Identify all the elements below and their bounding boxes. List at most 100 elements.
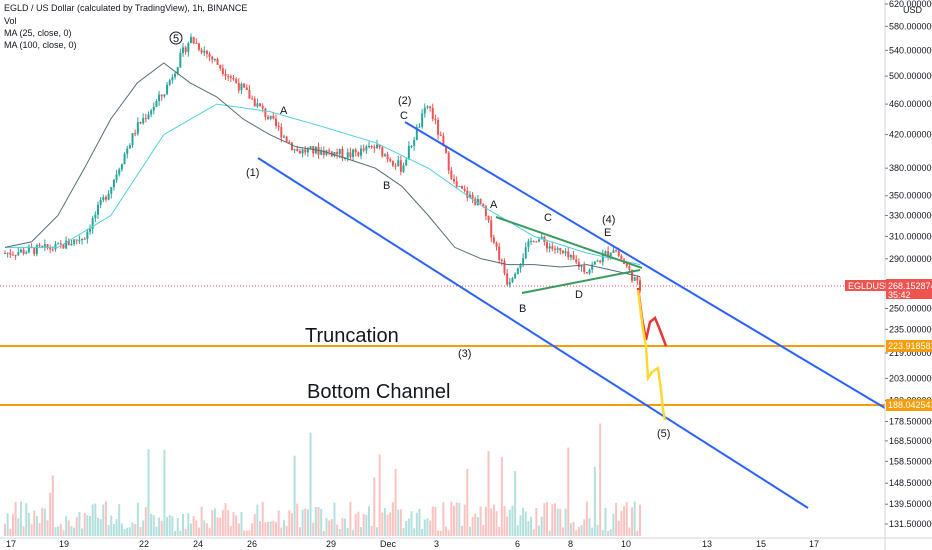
- candle-body: [636, 277, 639, 281]
- volume-bar: [83, 512, 86, 536]
- volume-bar: [639, 504, 641, 536]
- candle-body: [104, 196, 107, 200]
- candle-body: [490, 220, 493, 238]
- volume-bar: [275, 522, 278, 536]
- candle-body: [17, 252, 20, 256]
- volume-bar: [604, 507, 607, 536]
- candle-body: [70, 243, 73, 246]
- volume-bar: [22, 526, 25, 536]
- volume-bar: [139, 526, 142, 536]
- candle-body: [251, 98, 254, 100]
- volume-bar: [229, 525, 232, 536]
- channel-upper-line[interactable]: [404, 121, 886, 409]
- candle-body: [309, 146, 312, 149]
- volume-bar: [423, 519, 426, 536]
- candle-body: [413, 140, 416, 146]
- volume-bar: [78, 511, 81, 536]
- volume-legend[interactable]: Vol: [4, 16, 17, 26]
- candle-body: [224, 73, 227, 76]
- volume-bar: [166, 517, 169, 536]
- candle-body: [407, 146, 410, 160]
- candle-body: [200, 49, 203, 53]
- ma100-legend[interactable]: MA (100, close, 0): [4, 40, 77, 50]
- currency-label: USD: [903, 5, 923, 15]
- volume-bar: [46, 520, 49, 536]
- volume-bar: [30, 524, 33, 536]
- volume-bar: [256, 504, 259, 536]
- volume-bar: [468, 526, 471, 536]
- candle-body: [75, 239, 78, 241]
- volume-bar: [33, 510, 36, 536]
- volume-bar: [304, 508, 307, 536]
- volume-bar: [75, 517, 78, 536]
- volume-bar: [243, 530, 246, 536]
- volume-bar: [413, 528, 416, 536]
- volume-bar: [375, 527, 378, 536]
- wave-4-d-label: D: [575, 289, 583, 301]
- volume-bar: [301, 509, 304, 536]
- candle-body: [561, 250, 564, 254]
- candle-body: [110, 187, 113, 194]
- candle-body: [320, 150, 323, 155]
- volume-bar: [211, 510, 214, 536]
- time-tick-0: 17: [6, 539, 16, 549]
- volume-bar: [128, 527, 131, 536]
- candle-body: [463, 188, 466, 191]
- volume-bar: [293, 455, 296, 536]
- candle-body: [102, 196, 105, 200]
- price-tick-9: 310.000000: [889, 231, 932, 241]
- volume-bar: [484, 506, 487, 536]
- volume-bar: [189, 523, 192, 536]
- volume-bar: [460, 525, 463, 536]
- ma25-legend[interactable]: MA (25, close, 0): [4, 28, 72, 38]
- candle-body: [487, 216, 490, 221]
- volume-bar: [104, 501, 107, 536]
- price-scale[interactable]: 620.000000 580.000000 540.000000 500.000000…: [885, 0, 932, 529]
- time-scale[interactable]: 17 19 22 24 26 29 Dec 3 6 8 10 13 15 17: [6, 539, 819, 549]
- volume-bar: [264, 522, 267, 536]
- candle-body: [514, 273, 517, 279]
- candle-body: [434, 118, 437, 120]
- volume-bar: [282, 520, 285, 536]
- volume-bar: [418, 508, 421, 536]
- volume-bar: [511, 505, 514, 536]
- wave-2-a-label: A: [280, 105, 288, 117]
- candle-body: [49, 247, 52, 250]
- candle-body: [232, 77, 235, 80]
- candle-body: [147, 114, 150, 120]
- volume-bar: [508, 509, 511, 536]
- candle-body: [120, 164, 123, 170]
- candle-body: [182, 47, 185, 54]
- candle-body: [14, 254, 17, 256]
- candle-body: [394, 165, 397, 167]
- volume-bar: [588, 518, 591, 536]
- volume-bar: [530, 516, 533, 536]
- volume-bar: [506, 516, 509, 536]
- wave-4-e-label: E: [604, 227, 611, 239]
- volume-bar: [208, 527, 211, 536]
- candle-body: [4, 253, 6, 255]
- volume-bar: [221, 509, 224, 536]
- volume-bar: [373, 477, 376, 536]
- wave-2-b-label: B: [383, 180, 390, 192]
- volume-bar: [540, 516, 543, 536]
- candle-body: [131, 133, 134, 146]
- candle-body: [498, 246, 501, 260]
- time-tick-8: 6: [515, 539, 520, 549]
- wave-2-c-label: C: [400, 110, 408, 122]
- candle-body: [511, 278, 514, 283]
- channel-lower-line[interactable]: [257, 157, 809, 509]
- triangle-lower-line[interactable]: [521, 269, 641, 294]
- volume-bar: [49, 492, 52, 536]
- volume-bar: [73, 527, 76, 536]
- price-tick-3: 500.000000: [889, 71, 932, 81]
- volume-bar: [415, 512, 418, 536]
- candle-body: [11, 254, 14, 256]
- candle-body: [540, 236, 543, 240]
- candle-body: [609, 252, 612, 257]
- bottom-price-tag: [886, 399, 932, 411]
- triangle-upper-line[interactable]: [495, 216, 643, 269]
- volume-bar: [357, 511, 360, 536]
